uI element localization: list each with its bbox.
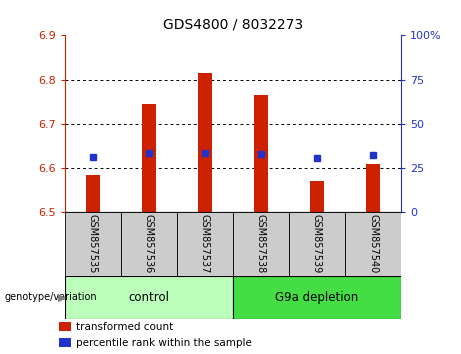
- Text: transformed count: transformed count: [76, 322, 173, 332]
- Text: GSM857537: GSM857537: [200, 214, 210, 274]
- Bar: [86, 175, 100, 212]
- Bar: [233, 212, 289, 276]
- Text: GSM857535: GSM857535: [88, 214, 98, 274]
- Text: genotype/variation: genotype/variation: [5, 292, 97, 302]
- Bar: [289, 212, 345, 276]
- Text: GSM857539: GSM857539: [312, 214, 322, 274]
- Bar: [177, 212, 233, 276]
- Bar: [59, 338, 71, 347]
- Bar: [310, 181, 324, 212]
- Bar: [366, 164, 380, 212]
- Text: G9a depletion: G9a depletion: [275, 291, 359, 304]
- Text: percentile rank within the sample: percentile rank within the sample: [76, 338, 252, 348]
- Text: GSM857538: GSM857538: [256, 214, 266, 274]
- Bar: [65, 276, 233, 319]
- Text: control: control: [128, 291, 169, 304]
- Text: GSM857540: GSM857540: [368, 214, 378, 274]
- Bar: [59, 322, 71, 331]
- Bar: [121, 212, 177, 276]
- Bar: [198, 73, 212, 212]
- Bar: [345, 212, 401, 276]
- Bar: [65, 212, 121, 276]
- Text: ▶: ▶: [58, 292, 66, 302]
- Bar: [233, 276, 401, 319]
- Bar: [254, 95, 268, 212]
- Title: GDS4800 / 8032273: GDS4800 / 8032273: [163, 17, 303, 32]
- Text: GSM857536: GSM857536: [144, 214, 154, 274]
- Bar: [142, 104, 156, 212]
